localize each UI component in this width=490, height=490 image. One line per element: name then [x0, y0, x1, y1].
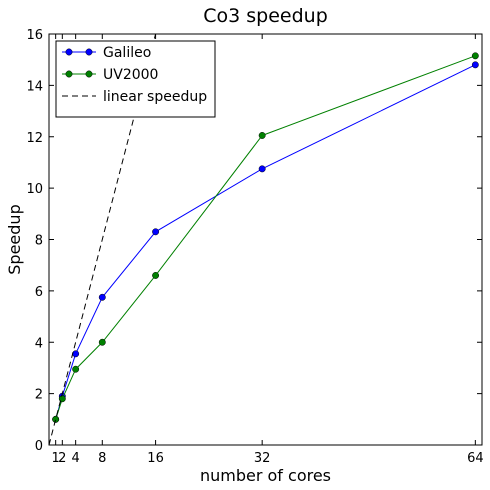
data-point-galileo: [72, 350, 80, 358]
chart-title: Co3 speedup: [203, 5, 328, 27]
data-point-galileo: [98, 293, 106, 301]
data-point-uv2000: [471, 52, 479, 60]
data-point-uv2000: [72, 365, 80, 373]
legend-label-linear-speedup: linear speedup: [103, 89, 207, 105]
x-tick-label: 4: [72, 451, 80, 466]
legend-box: [55, 40, 216, 118]
y-tick-label: 10: [26, 182, 43, 197]
y-tick-label: 6: [35, 285, 43, 300]
legend-marker-uv2000: [65, 70, 73, 78]
y-tick-label: 8: [35, 234, 43, 249]
legend-marker-galileo: [85, 48, 93, 56]
y-tick-label: 12: [26, 131, 43, 146]
legend: Galileo UV2000 linear speedup: [55, 40, 216, 118]
y-tick-label: 14: [26, 79, 43, 94]
x-tick-label: 16: [147, 451, 164, 466]
x-tick-label: 2: [58, 451, 66, 466]
data-point-uv2000: [98, 338, 106, 346]
legend-label-uv2000: UV2000: [103, 67, 158, 83]
data-point-galileo: [152, 228, 160, 236]
y-tick-label: 16: [26, 28, 43, 43]
y-axis-label: Speedup: [5, 204, 24, 274]
x-tick-label: 32: [254, 451, 271, 466]
y-tick-label: 2: [35, 388, 43, 403]
data-point-galileo: [258, 165, 266, 173]
data-point-uv2000: [258, 132, 266, 139]
legend-marker-galileo: [65, 48, 73, 56]
data-point-galileo: [471, 61, 479, 69]
data-point-uv2000: [152, 272, 160, 279]
x-tick-label: 64: [467, 451, 484, 466]
series-line-galileo: [55, 64, 476, 420]
x-tick-label: 1: [52, 451, 60, 466]
legend-label-galileo: Galileo: [103, 45, 151, 61]
x-tick-label: 8: [98, 451, 106, 466]
y-tick-label: 0: [35, 439, 43, 454]
x-axis-label: number of cores: [200, 466, 331, 485]
y-tick-label: 4: [35, 336, 43, 351]
data-point-uv2000: [52, 415, 60, 423]
legend-marker-uv2000: [85, 70, 93, 78]
